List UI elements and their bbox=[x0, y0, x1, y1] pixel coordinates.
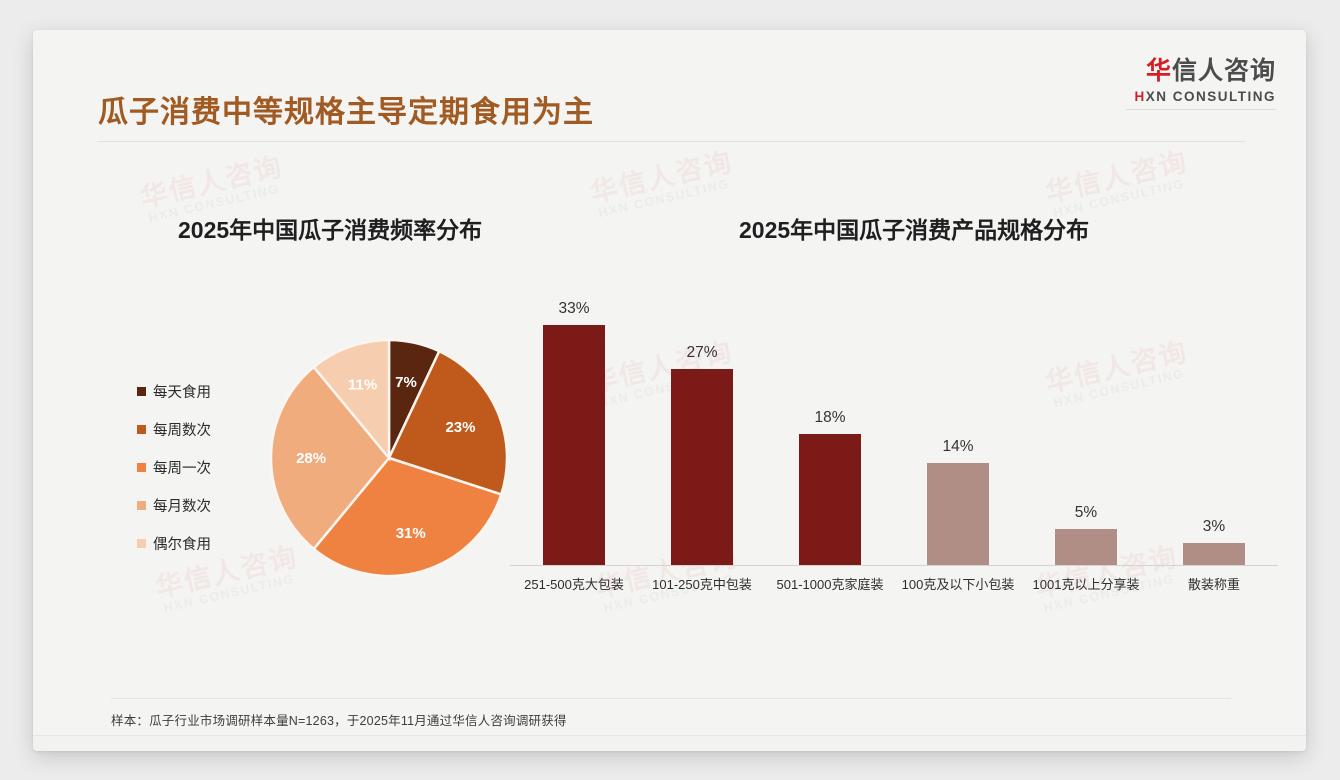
legend-item-label: 每周数次 bbox=[153, 422, 211, 439]
bar-rect[interactable] bbox=[799, 434, 861, 565]
legend-color-swatch bbox=[137, 386, 146, 396]
pie-chart-legend: 每天食用每周数次每周一次每月数次偶尔食用 bbox=[137, 372, 257, 562]
pie-chart-title: 2025年中国瓜子消费频率分布 bbox=[178, 217, 483, 243]
slide-footer: ©2026.1 HXR华信人咨询 www.hxrcon.com bbox=[33, 736, 1306, 751]
bar-rect[interactable] bbox=[927, 463, 989, 565]
bar-value-label: 14% bbox=[942, 438, 974, 456]
bar-rect[interactable] bbox=[1055, 528, 1117, 565]
logo-en-accent: H bbox=[1134, 88, 1146, 104]
bar-value-label: 18% bbox=[814, 409, 846, 427]
legend-color-swatch bbox=[137, 500, 146, 510]
footer-copyright: ©2026.1 HXR华信人咨询 bbox=[101, 750, 241, 751]
pie-slice-label: 11% bbox=[348, 377, 377, 394]
bar-chart: 33% 27% 18% 14% 5% 3% 251-500克大包装 101-250克中包装 5… bbox=[488, 258, 1288, 598]
bar-category-label: 散装称重 bbox=[1187, 577, 1240, 592]
legend-item[interactable]: 每月数次 bbox=[137, 486, 257, 524]
title-divider bbox=[97, 141, 1245, 142]
pie-chart: 每天食用每周数次每周一次每月数次偶尔食用 7% 23% 31% 28% 11% bbox=[97, 310, 527, 610]
bar-value-label: 27% bbox=[686, 343, 718, 361]
company-logo: 华信人咨询 HXN CONSULTING bbox=[1126, 57, 1276, 110]
bar-column[interactable]: 5% bbox=[1024, 504, 1148, 565]
page-title: 瓜子消费中等规格主导定期食用为主 bbox=[98, 96, 594, 129]
bar-value-label: 3% bbox=[1202, 518, 1226, 536]
source-footnote: 样本：瓜子行业市场调研样本量N=1263，于2025年11月通过华信人咨询调研获… bbox=[111, 714, 567, 728]
watermark-en: HXN CONSULTING bbox=[597, 176, 731, 221]
logo-en-text: HXN CONSULTING bbox=[1126, 89, 1276, 104]
slide-header: 瓜子消费中等规格主导定期食用为主 华信人咨询 HXN CONSULTING bbox=[33, 30, 1306, 142]
pie-slice-label: 23% bbox=[445, 419, 475, 436]
bar-column[interactable]: 14% bbox=[896, 438, 1020, 565]
bar-column[interactable]: 27% bbox=[640, 344, 764, 565]
bar-category-label: 100克及以下小包装 bbox=[901, 577, 1015, 592]
legend-item-label: 每月数次 bbox=[153, 498, 211, 515]
pie-slice[interactable] bbox=[269, 365, 391, 551]
bar-column[interactable]: 33% bbox=[512, 300, 636, 565]
bar-column[interactable]: 18% bbox=[768, 409, 892, 565]
pie-chart-graphic: 7% 23% 31% 28% 11% bbox=[269, 338, 509, 578]
legend-item-label: 偶尔食用 bbox=[153, 536, 211, 553]
logo-underline bbox=[1126, 108, 1276, 110]
pie-slice-label: 28% bbox=[296, 450, 326, 467]
bar-category-label: 251-500克大包装 bbox=[524, 577, 624, 592]
bar-chart-plot: 33% 27% 18% 14% 5% 3% bbox=[488, 258, 1288, 565]
logo-en-rest: XN CONSULTING bbox=[1145, 88, 1276, 104]
bar-category-label: 501-1000克家庭装 bbox=[776, 577, 884, 592]
legend-item[interactable]: 每周一次 bbox=[137, 448, 257, 486]
legend-item[interactable]: 每天食用 bbox=[137, 372, 257, 410]
legend-color-swatch bbox=[137, 462, 146, 472]
footnote-divider bbox=[111, 698, 1231, 699]
slide-card: 华信人咨询 HXN CONSULTING 华信人咨询 HXN CONSULTIN… bbox=[33, 30, 1306, 751]
logo-cn-text: 华信人咨询 bbox=[1126, 57, 1276, 86]
bar-chart-title: 2025年中国瓜子消费产品规格分布 bbox=[739, 217, 1090, 243]
pie-slice-label: 31% bbox=[396, 525, 426, 542]
legend-color-swatch bbox=[137, 538, 146, 548]
footer-divider bbox=[33, 735, 1306, 736]
legend-color-swatch bbox=[137, 424, 146, 434]
watermark-cn: 华信人咨询 bbox=[587, 146, 736, 209]
legend-item[interactable]: 偶尔食用 bbox=[137, 524, 257, 562]
logo-cn-accent: 华 bbox=[1145, 57, 1172, 85]
bar-rect[interactable] bbox=[671, 368, 733, 565]
bar-value-label: 33% bbox=[558, 300, 590, 318]
bar-category-label: 101-250克中包装 bbox=[652, 577, 752, 592]
pie-slice-label: 7% bbox=[395, 374, 417, 391]
watermark-cn: 华信人咨询 bbox=[137, 151, 286, 214]
bar-rect[interactable] bbox=[543, 325, 605, 565]
legend-item-label: 每周一次 bbox=[153, 460, 211, 477]
legend-item[interactable]: 每周数次 bbox=[137, 410, 257, 448]
logo-cn-rest: 信人咨询 bbox=[1171, 57, 1276, 85]
bar-chart-baseline bbox=[510, 565, 1278, 566]
pie-slice[interactable] bbox=[312, 456, 503, 578]
bar-value-label: 5% bbox=[1074, 503, 1098, 521]
watermark-cn: 华信人咨询 bbox=[1042, 146, 1191, 209]
pie-slice[interactable] bbox=[387, 349, 509, 497]
watermark: 华信人咨询 HXN CONSULTING bbox=[587, 146, 739, 221]
bar-category-label: 1001克以上分享装 bbox=[1032, 577, 1140, 592]
legend-item-label: 每天食用 bbox=[153, 384, 211, 401]
pie-slice[interactable] bbox=[312, 338, 391, 462]
bar-rect[interactable] bbox=[1183, 543, 1245, 565]
bar-column[interactable]: 3% bbox=[1152, 518, 1276, 565]
